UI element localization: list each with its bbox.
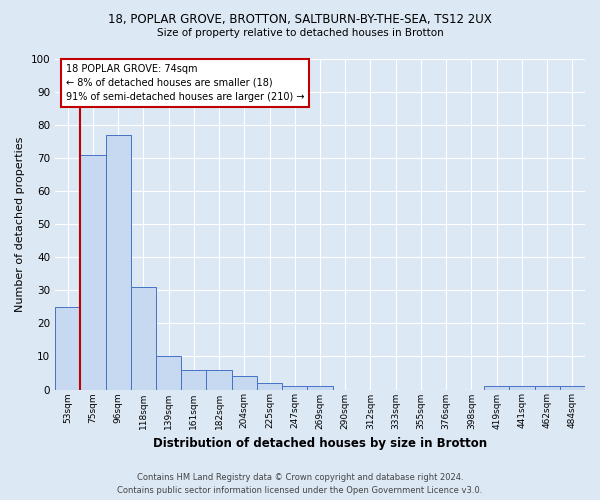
Text: 18, POPLAR GROVE, BROTTON, SALTBURN-BY-THE-SEA, TS12 2UX: 18, POPLAR GROVE, BROTTON, SALTBURN-BY-T… <box>108 12 492 26</box>
Bar <box>535 386 560 390</box>
Bar <box>282 386 307 390</box>
Bar <box>560 386 585 390</box>
Bar <box>257 383 282 390</box>
Bar <box>509 386 535 390</box>
Text: Contains HM Land Registry data © Crown copyright and database right 2024.
Contai: Contains HM Land Registry data © Crown c… <box>118 474 482 495</box>
Y-axis label: Number of detached properties: Number of detached properties <box>15 136 25 312</box>
Bar <box>181 370 206 390</box>
Bar <box>131 287 156 390</box>
Bar <box>232 376 257 390</box>
Bar <box>55 307 80 390</box>
Bar <box>156 356 181 390</box>
Bar <box>80 155 106 390</box>
Bar <box>484 386 509 390</box>
Text: Size of property relative to detached houses in Brotton: Size of property relative to detached ho… <box>157 28 443 38</box>
Bar <box>106 135 131 390</box>
Text: 18 POPLAR GROVE: 74sqm
← 8% of detached houses are smaller (18)
91% of semi-deta: 18 POPLAR GROVE: 74sqm ← 8% of detached … <box>65 64 304 102</box>
Bar <box>307 386 332 390</box>
X-axis label: Distribution of detached houses by size in Brotton: Distribution of detached houses by size … <box>153 437 487 450</box>
Bar <box>206 370 232 390</box>
